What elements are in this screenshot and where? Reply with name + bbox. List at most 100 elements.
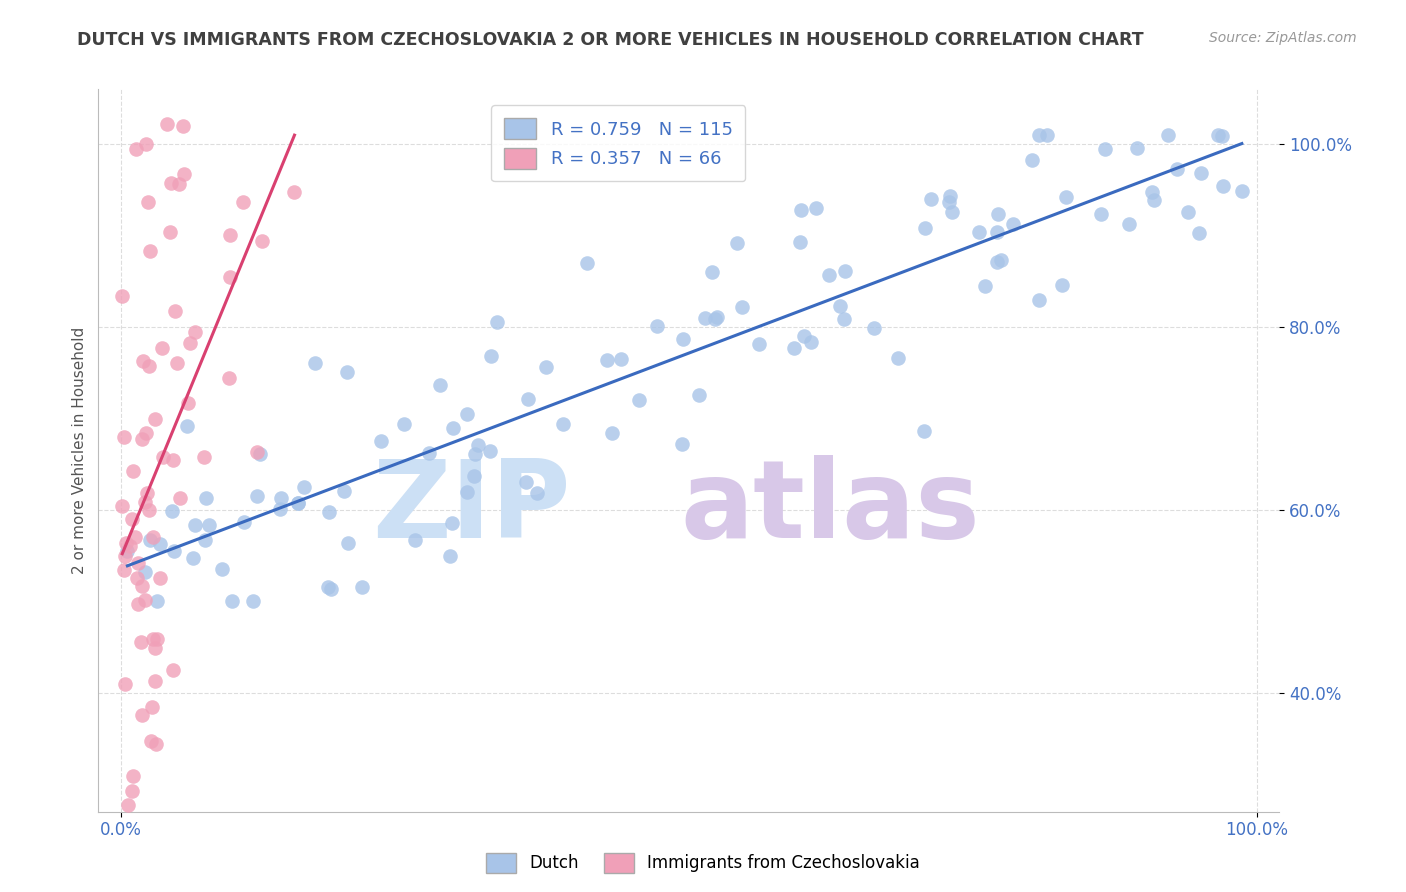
Point xyxy=(197,517,219,532)
Text: DUTCH VS IMMIGRANTS FROM CZECHOSLOVAKIA 2 OR MORE VEHICLES IN HOUSEHOLD CORRELAT: DUTCH VS IMMIGRANTS FROM CZECHOSLOVAKIA … xyxy=(77,31,1144,49)
Point xyxy=(221,594,243,608)
Point xyxy=(862,320,884,334)
Point xyxy=(269,501,291,516)
Point xyxy=(441,421,464,435)
Point xyxy=(887,351,910,365)
Point xyxy=(143,640,166,655)
Point xyxy=(132,354,155,368)
Point xyxy=(169,491,191,506)
Point xyxy=(479,443,502,458)
Point xyxy=(112,563,135,577)
Point xyxy=(1094,142,1116,156)
Point xyxy=(179,336,201,351)
Point xyxy=(149,571,172,585)
Point xyxy=(1056,190,1078,204)
Point xyxy=(219,228,242,243)
Point xyxy=(219,270,242,285)
Legend: R = 0.759   N = 115, R = 0.357   N = 66: R = 0.759 N = 115, R = 0.357 N = 66 xyxy=(491,105,745,181)
Point xyxy=(818,268,841,282)
Point xyxy=(352,580,374,594)
Point xyxy=(1001,218,1024,232)
Point xyxy=(394,417,416,431)
Point xyxy=(167,177,190,191)
Point xyxy=(162,663,184,677)
Point xyxy=(149,537,172,551)
Point xyxy=(1188,226,1211,240)
Point xyxy=(124,530,146,544)
Point xyxy=(912,424,935,438)
Point xyxy=(111,289,134,303)
Point xyxy=(790,202,813,217)
Point xyxy=(703,312,725,326)
Point xyxy=(404,533,426,548)
Point xyxy=(576,256,599,270)
Point xyxy=(138,503,160,517)
Text: atlas: atlas xyxy=(681,455,980,561)
Point xyxy=(283,185,305,199)
Point xyxy=(1143,194,1166,208)
Point xyxy=(747,336,769,351)
Point xyxy=(672,332,695,346)
Point xyxy=(693,310,716,325)
Point xyxy=(610,352,633,367)
Point xyxy=(986,255,1008,269)
Point xyxy=(181,551,204,566)
Point xyxy=(1090,207,1112,221)
Point xyxy=(551,417,574,431)
Point xyxy=(1206,128,1229,142)
Point xyxy=(139,533,162,548)
Point xyxy=(1166,161,1188,176)
Legend: Dutch, Immigrants from Czechoslovakia: Dutch, Immigrants from Czechoslovakia xyxy=(479,847,927,880)
Point xyxy=(232,515,254,529)
Point xyxy=(218,371,240,385)
Point xyxy=(142,632,165,647)
Point xyxy=(117,798,139,813)
Point xyxy=(141,700,163,714)
Point xyxy=(725,236,748,251)
Point xyxy=(246,445,269,459)
Point xyxy=(162,452,184,467)
Point xyxy=(1028,293,1050,308)
Point xyxy=(467,438,489,452)
Point xyxy=(1140,185,1163,199)
Point xyxy=(156,117,179,131)
Point xyxy=(464,447,486,461)
Point xyxy=(127,597,149,611)
Point xyxy=(160,176,183,190)
Point xyxy=(595,353,617,368)
Point xyxy=(418,445,440,459)
Point xyxy=(990,253,1012,268)
Point xyxy=(336,365,359,379)
Point xyxy=(914,221,936,235)
Point xyxy=(287,495,309,509)
Point xyxy=(193,450,215,465)
Point xyxy=(135,426,157,441)
Point xyxy=(150,341,173,355)
Point xyxy=(941,204,963,219)
Point xyxy=(114,676,136,690)
Point xyxy=(162,504,184,518)
Point xyxy=(112,430,135,444)
Point xyxy=(429,377,451,392)
Point xyxy=(920,192,942,206)
Point xyxy=(138,195,160,210)
Point xyxy=(142,530,165,544)
Point xyxy=(789,235,811,249)
Point xyxy=(125,571,148,585)
Point xyxy=(370,434,392,449)
Point xyxy=(122,464,145,478)
Point xyxy=(134,592,156,607)
Point xyxy=(166,356,188,370)
Point xyxy=(439,549,461,563)
Point xyxy=(463,469,485,483)
Point xyxy=(131,707,153,722)
Point xyxy=(783,342,806,356)
Point xyxy=(671,437,693,451)
Point xyxy=(165,303,187,318)
Point xyxy=(122,769,145,783)
Point xyxy=(986,225,1008,239)
Point xyxy=(830,299,852,313)
Point xyxy=(125,142,148,156)
Point xyxy=(134,566,156,580)
Text: Source: ZipAtlas.com: Source: ZipAtlas.com xyxy=(1209,31,1357,45)
